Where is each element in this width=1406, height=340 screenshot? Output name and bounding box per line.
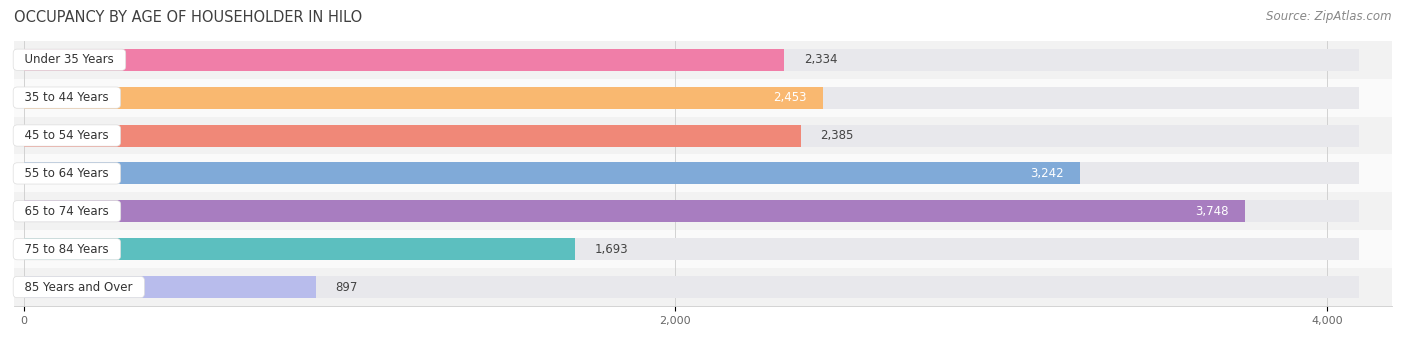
Text: OCCUPANCY BY AGE OF HOUSEHOLDER IN HILO: OCCUPANCY BY AGE OF HOUSEHOLDER IN HILO	[14, 10, 363, 25]
Text: 2,385: 2,385	[820, 129, 853, 142]
Text: 65 to 74 Years: 65 to 74 Years	[17, 205, 117, 218]
Text: 85 Years and Over: 85 Years and Over	[17, 280, 141, 293]
Bar	[24, 163, 1360, 184]
Text: 45 to 54 Years: 45 to 54 Years	[17, 129, 117, 142]
Bar	[14, 268, 1392, 306]
Text: 897: 897	[336, 280, 359, 293]
Bar	[24, 163, 1080, 184]
Text: 3,242: 3,242	[1031, 167, 1063, 180]
Bar	[24, 87, 823, 108]
Bar	[24, 238, 1360, 260]
Text: 55 to 64 Years: 55 to 64 Years	[17, 167, 117, 180]
Bar	[24, 124, 1360, 147]
Bar	[24, 200, 1244, 222]
Text: 75 to 84 Years: 75 to 84 Years	[17, 243, 117, 256]
Bar	[24, 200, 1360, 222]
Text: 2,334: 2,334	[804, 53, 837, 66]
Bar	[24, 87, 1360, 108]
Bar	[24, 238, 575, 260]
Text: 35 to 44 Years: 35 to 44 Years	[17, 91, 117, 104]
Bar	[24, 124, 801, 147]
Bar	[14, 117, 1392, 154]
Bar	[14, 192, 1392, 230]
Bar	[14, 154, 1392, 192]
Text: Source: ZipAtlas.com: Source: ZipAtlas.com	[1267, 10, 1392, 23]
Bar	[24, 276, 1360, 298]
Bar	[14, 230, 1392, 268]
Bar	[14, 79, 1392, 117]
Text: 2,453: 2,453	[773, 91, 807, 104]
Text: Under 35 Years: Under 35 Years	[17, 53, 121, 66]
Bar	[14, 41, 1392, 79]
Bar	[24, 49, 1360, 71]
Text: 3,748: 3,748	[1195, 205, 1229, 218]
Bar	[24, 49, 785, 71]
Bar	[24, 276, 316, 298]
Text: 1,693: 1,693	[595, 243, 628, 256]
